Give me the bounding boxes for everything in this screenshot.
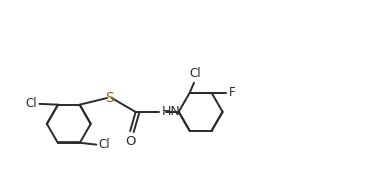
Text: O: O bbox=[125, 135, 135, 149]
Text: Cl: Cl bbox=[98, 138, 110, 151]
Text: Cl: Cl bbox=[25, 97, 37, 110]
Text: Cl: Cl bbox=[189, 67, 201, 80]
Text: S: S bbox=[105, 91, 114, 105]
Text: F: F bbox=[228, 86, 235, 99]
Text: HN: HN bbox=[162, 105, 181, 118]
